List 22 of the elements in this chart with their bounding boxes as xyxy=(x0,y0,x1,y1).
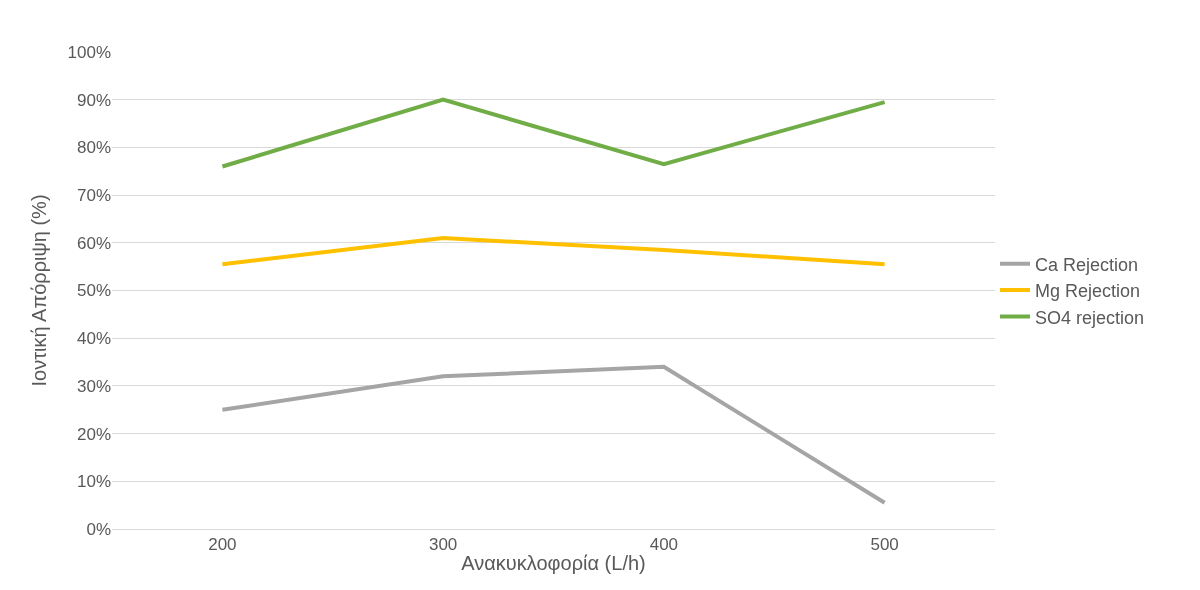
y-tick-label: 10% xyxy=(76,472,111,492)
y-tick-label: 30% xyxy=(76,376,111,396)
legend-label: Ca Rejection xyxy=(1035,254,1139,275)
line-series xyxy=(220,97,887,169)
y-tick-label: 50% xyxy=(76,281,111,301)
y-axis-title: Ιοντική Απόρριψη (%) xyxy=(28,194,51,387)
x-tick-label: 400 xyxy=(649,535,679,555)
x-tick-label: 200 xyxy=(208,535,237,555)
x-axis-title: Ανακυκλοφορία (L/h) xyxy=(461,551,646,574)
y-tick-label: 80% xyxy=(76,138,111,158)
y-tick-label: 100% xyxy=(67,42,111,62)
legend-label: Mg Rejection xyxy=(1035,281,1141,302)
y-tick-label: 0% xyxy=(86,519,111,539)
legend-label: SO4 rejection xyxy=(1035,307,1145,328)
y-tick-label: 20% xyxy=(76,424,111,444)
x-tick-label: 500 xyxy=(870,535,899,555)
y-tick-label: 90% xyxy=(76,90,111,110)
line-series xyxy=(220,364,887,505)
y-tick-label: 70% xyxy=(76,186,111,206)
y-tick-label: 40% xyxy=(76,329,111,349)
y-tick-label: 60% xyxy=(76,233,111,253)
x-tick-label: 300 xyxy=(428,535,458,555)
